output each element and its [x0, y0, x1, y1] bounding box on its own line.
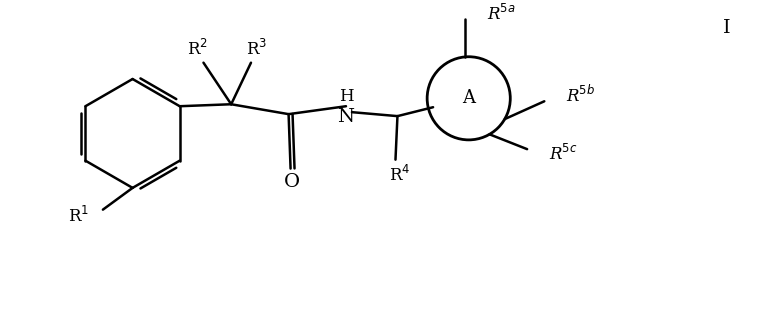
Text: R$^{5a}$: R$^{5a}$ [486, 4, 515, 24]
Text: O: O [283, 174, 299, 192]
Text: H: H [338, 88, 354, 105]
Text: N: N [338, 108, 354, 126]
Text: R$^{5b}$: R$^{5b}$ [566, 85, 595, 106]
Text: R$^3$: R$^3$ [246, 39, 267, 59]
Text: R$^{5c}$: R$^{5c}$ [549, 144, 578, 164]
Text: A: A [463, 89, 475, 107]
Text: R$^2$: R$^2$ [187, 39, 208, 59]
Text: R$^1$: R$^1$ [68, 206, 89, 226]
Text: I: I [722, 19, 730, 37]
Text: R$^4$: R$^4$ [389, 165, 410, 184]
